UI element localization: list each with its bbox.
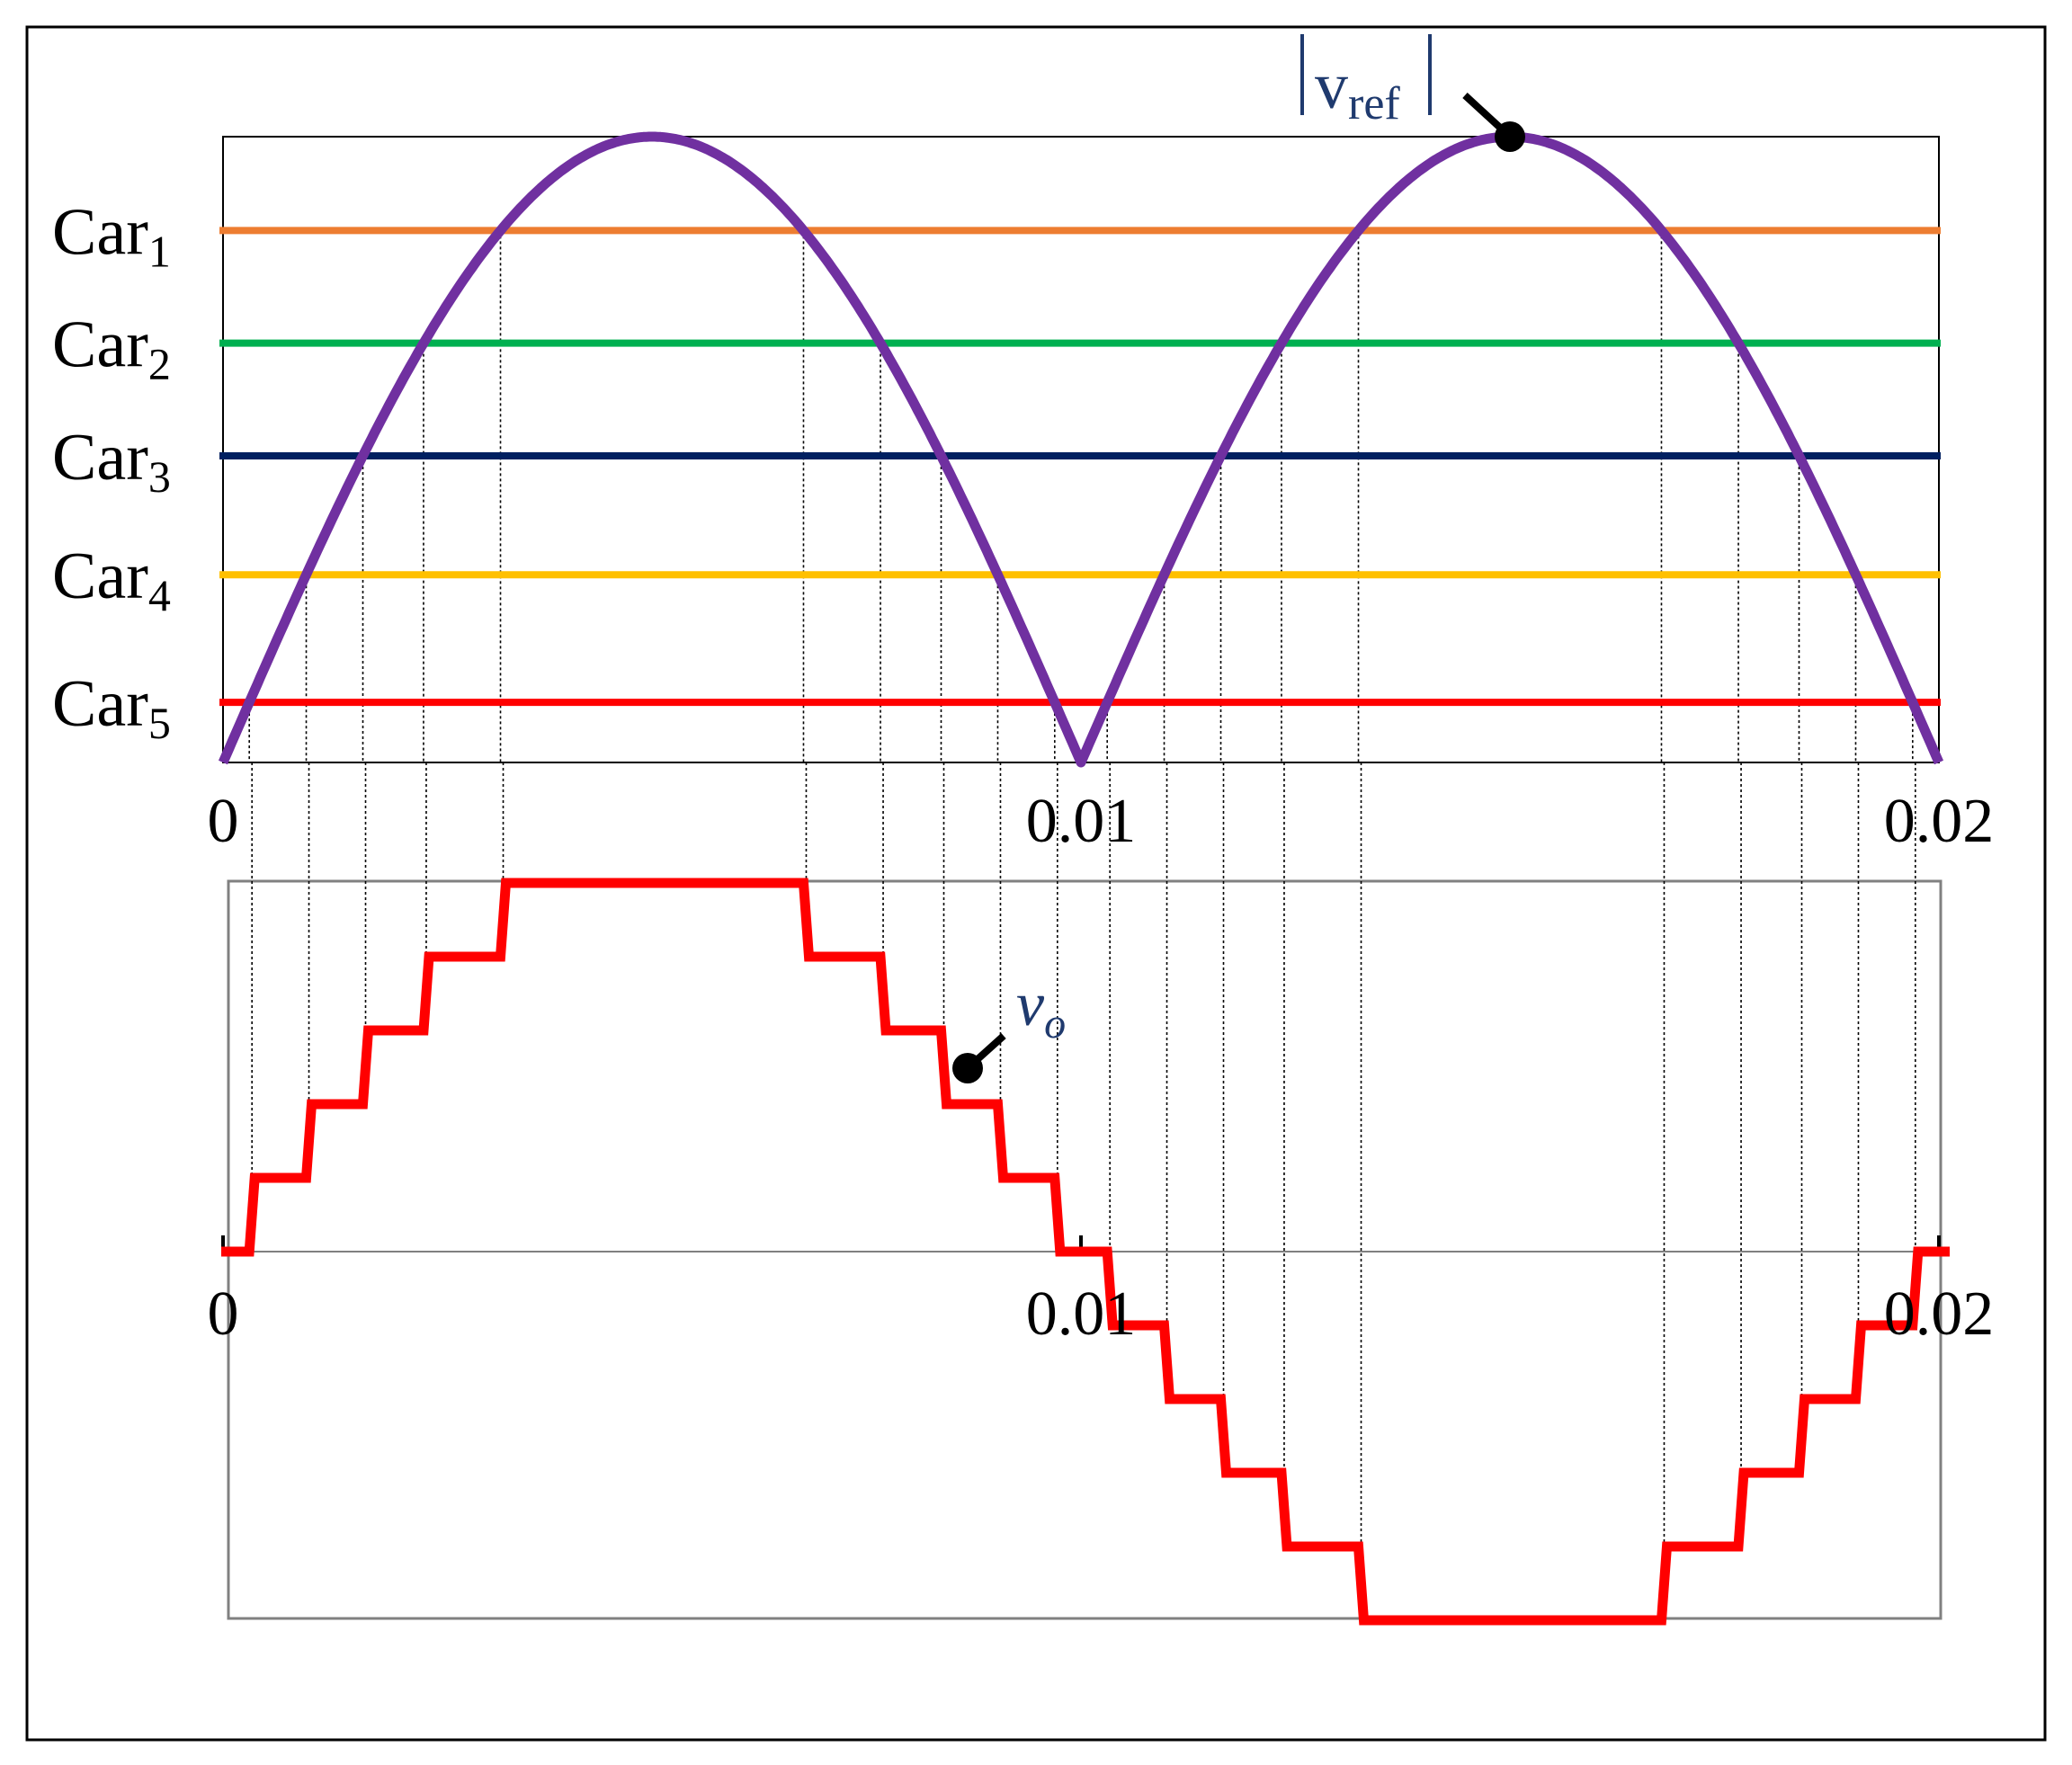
vref-label: vref	[1315, 49, 1400, 129]
bottom-x-tick-2: 0.02	[1884, 1279, 1995, 1349]
step-guides	[251, 762, 1916, 1620]
bottom-x-tick-1: 0.01	[1026, 1279, 1137, 1349]
bottom-chart: 0 0.01 0.02 vo	[208, 762, 1995, 1626]
vo-annotation: vo	[952, 970, 1066, 1083]
carrier-label-1: Car1	[52, 195, 171, 276]
top-chart: Car1 Car2 Car3 Car4 Car5 0 0.01 0.02 vref	[52, 34, 1994, 856]
top-x-tick-2: 0.02	[1884, 787, 1995, 856]
vref-annotation: vref	[1300, 34, 1525, 152]
figure-frame	[25, 25, 2047, 1742]
top-x-tick-1: 0.01	[1026, 787, 1137, 856]
vref-series-line	[218, 131, 1944, 768]
vref-marker	[1495, 121, 1525, 152]
carrier-labels: Car1 Car2 Car3 Car4 Car5	[52, 195, 171, 748]
vo-label: vo	[1016, 970, 1066, 1047]
carrier-label-2: Car2	[52, 308, 171, 389]
top-x-tick-labels: 0 0.01 0.02	[208, 787, 1995, 856]
top-x-tick-0: 0	[208, 787, 239, 856]
carrier-label-4: Car4	[52, 539, 171, 620]
bottom-x-tick-0: 0	[208, 1279, 239, 1349]
carrier-label-3: Car3	[52, 421, 171, 502]
crossing-guides	[248, 230, 1914, 762]
vo-series-line	[221, 878, 1950, 1626]
bottom-x-tick-labels: 0 0.01 0.02	[208, 1279, 1995, 1349]
vo-marker	[952, 1053, 983, 1083]
carrier-label-5: Car5	[52, 667, 171, 748]
